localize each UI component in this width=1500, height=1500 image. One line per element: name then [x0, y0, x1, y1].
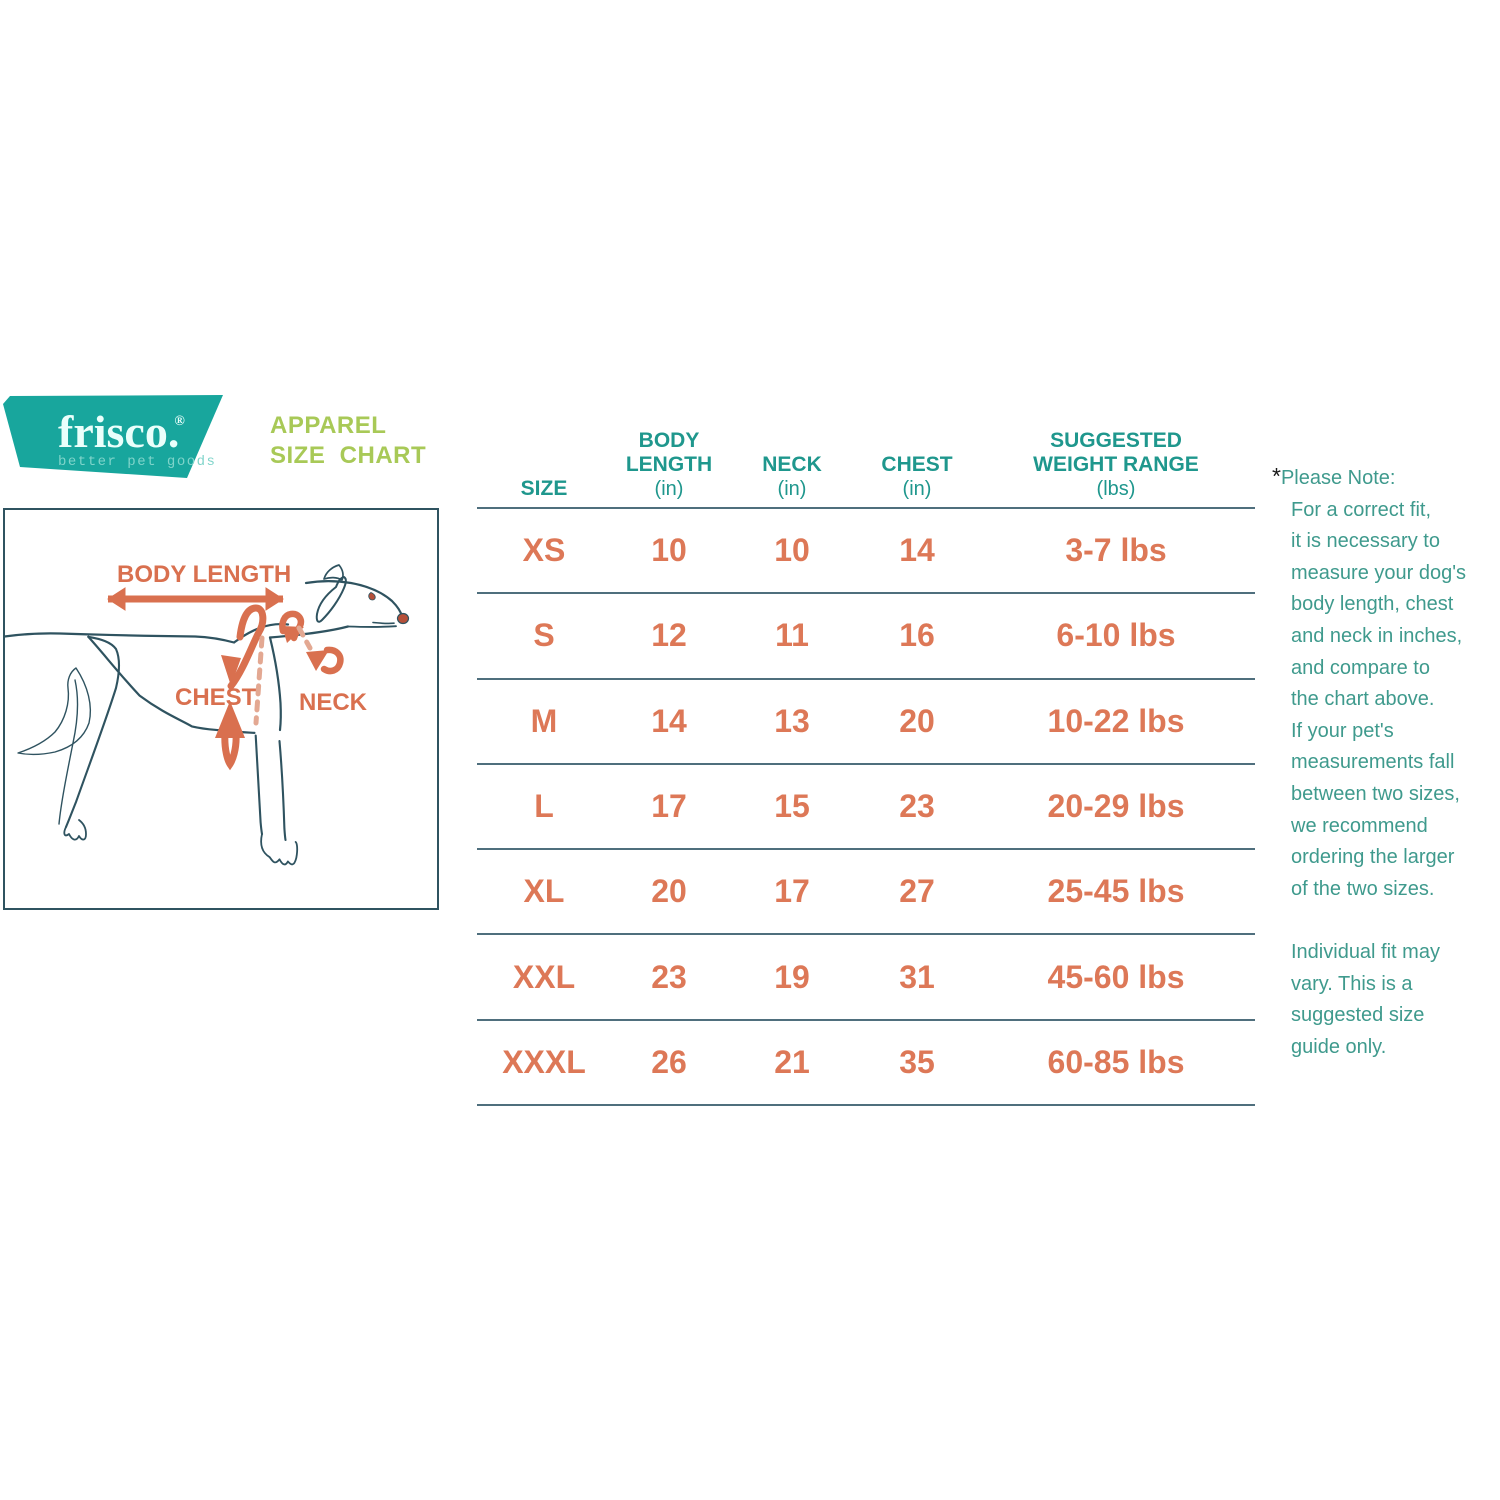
svg-text:NECK: NECK: [299, 689, 368, 716]
svg-text:BODY LENGTH: BODY LENGTH: [117, 561, 291, 588]
svg-text:CHEST: CHEST: [175, 684, 257, 711]
